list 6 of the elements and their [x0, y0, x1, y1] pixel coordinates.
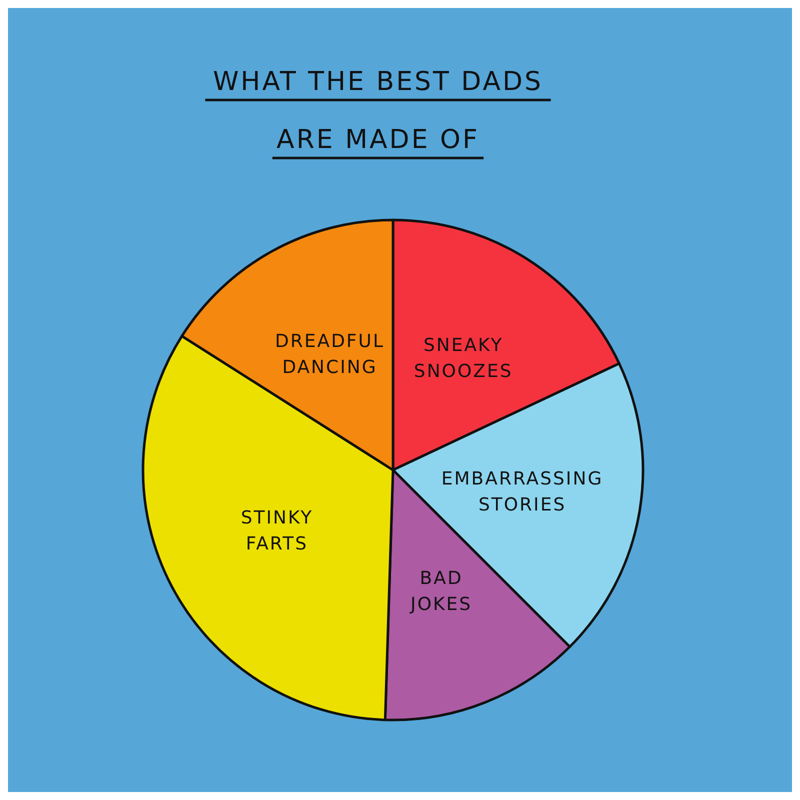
slice-label: STINKY FARTS [240, 507, 314, 554]
slice-label: BAD JOKES [410, 568, 472, 615]
chart-title: WHAT THE BEST DADS ARE MADE OF [212, 67, 544, 155]
slice-label: EMBARRASSING STORIES [441, 468, 604, 516]
slice-label: SNEAKY SNOOZES [414, 335, 513, 382]
slice-label: DREADFUL DANCING [275, 330, 385, 378]
